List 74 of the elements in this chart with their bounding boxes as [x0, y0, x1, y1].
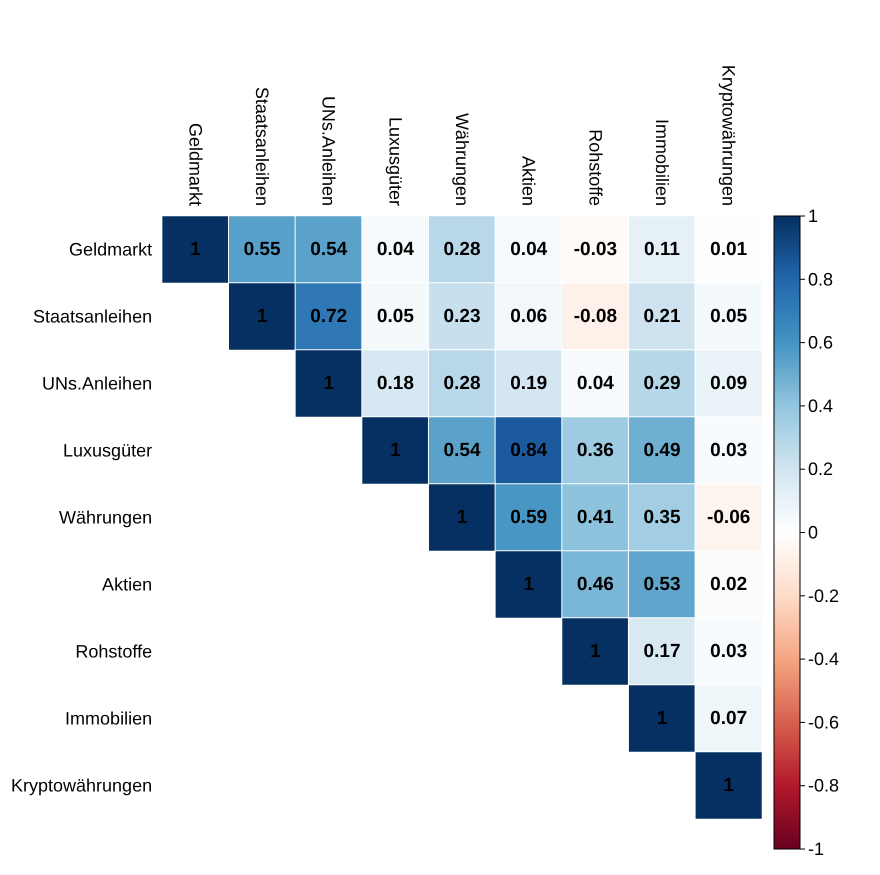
x-tick-label: Geldmarkt: [185, 122, 206, 206]
data-label: 1: [256, 306, 268, 327]
data-label: 0.59: [510, 507, 548, 528]
color-bar-label: 0.6: [808, 332, 834, 353]
data-label: -0.03: [574, 239, 618, 260]
data-label: 0.28: [444, 373, 481, 394]
color-bar-label: 0.4: [808, 396, 834, 416]
data-label: 0.35: [644, 507, 681, 528]
data-label: 0.28: [444, 239, 481, 260]
x-tick-label: Währungen: [452, 112, 472, 206]
color-bar-label: -0.2: [808, 586, 840, 606]
data-label: -0.08: [574, 306, 618, 327]
data-label: 0.02: [710, 574, 748, 595]
data-label: 0.54: [310, 239, 348, 260]
data-label: 1: [190, 239, 202, 260]
data-label: 0.46: [576, 574, 614, 595]
data-label: 0.36: [576, 440, 614, 461]
data-label: 1: [723, 775, 734, 796]
data-label: 0.07: [710, 708, 748, 729]
data-label: 1: [390, 440, 402, 461]
data-label: 0.09: [710, 373, 748, 394]
data-label: 0.11: [644, 239, 680, 260]
color-bar-label: -0.6: [808, 712, 840, 732]
x-tick-label: Rohstoffe: [585, 129, 606, 206]
data-label: 0.06: [510, 306, 548, 327]
data-label: 0.23: [444, 306, 481, 327]
data-label: 0.17: [644, 641, 681, 662]
data-label: -0.06: [707, 507, 750, 528]
color-bar-label: -0.8: [808, 776, 840, 796]
data-label: 1: [656, 708, 668, 729]
color-bar-label: -1: [808, 839, 824, 859]
data-label: 0.04: [510, 239, 548, 260]
data-label: 0.03: [710, 440, 748, 461]
y-tick-label: Luxusgüter: [63, 440, 152, 460]
color-bar-label: 0.8: [808, 269, 834, 290]
y-tick-label: Aktien: [102, 574, 152, 594]
y-tick-label: Geldmarkt: [69, 240, 152, 260]
data-label: 0.55: [244, 239, 281, 260]
data-label: 0.04: [376, 239, 414, 260]
data-label: 0.29: [644, 373, 681, 394]
color-bar-label: 1: [808, 206, 818, 226]
y-tick-label: Kryptowährungen: [10, 776, 152, 796]
data-label: 0.72: [310, 306, 348, 327]
x-tick-label: Luxusgüter: [385, 116, 406, 206]
data-label: 0.04: [576, 373, 614, 394]
data-label: 0.54: [444, 440, 481, 461]
x-tick-label: UNs.Anleihen: [318, 96, 339, 206]
color-bar-label: 0: [808, 522, 818, 542]
data-label: 0.53: [644, 574, 681, 595]
data-label: 0.49: [644, 440, 681, 461]
y-tick-label: Immobilien: [65, 708, 152, 728]
x-tick-label: Immobilien: [652, 118, 672, 206]
y-tick-label: Rohstoffe: [75, 642, 152, 662]
data-label: 0.41: [576, 507, 614, 528]
data-label: 0.05: [376, 306, 414, 327]
data-label: 0.21: [644, 306, 681, 327]
data-label: 1: [523, 574, 534, 595]
y-tick-label: Staatsanleihen: [32, 306, 152, 326]
data-label: 0.05: [710, 306, 748, 327]
data-label: 0.19: [510, 373, 548, 394]
data-label: 0.03: [710, 641, 748, 662]
data-label: 0.18: [376, 373, 414, 394]
color-bar-label: -0.4: [808, 649, 840, 670]
x-tick-label: Staatsanleihen: [252, 86, 272, 206]
y-tick-label: Währungen: [59, 508, 152, 528]
y-tick-label: UNs.Anleihen: [42, 374, 152, 394]
data-label: 1: [590, 641, 602, 662]
data-label: 0.84: [510, 440, 548, 461]
data-label: 0.01: [710, 239, 748, 260]
x-tick-label: Kryptowährungen: [718, 64, 739, 206]
color-bar-label: 0.2: [808, 459, 834, 480]
data-label: 1: [323, 373, 334, 394]
x-tick-label: Aktien: [518, 156, 539, 206]
data-label: 1: [456, 507, 468, 528]
